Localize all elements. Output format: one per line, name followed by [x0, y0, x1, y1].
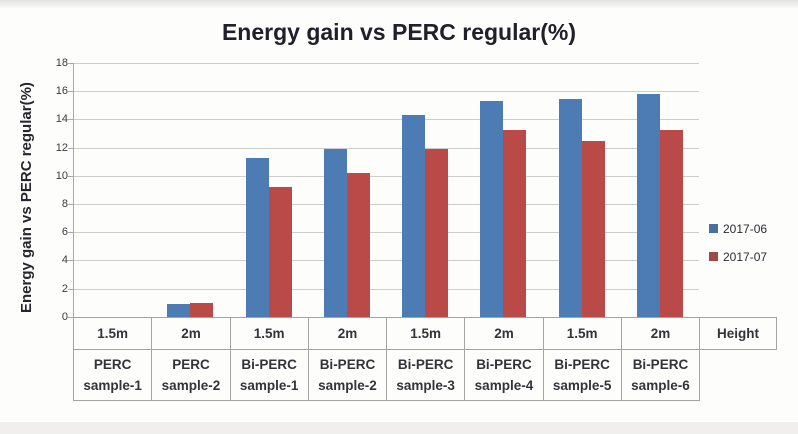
- legend-label-2017-06: 2017-06: [723, 221, 768, 236]
- sample-cell-3-text: sample-1: [239, 377, 299, 393]
- sample-cell-6-text: Bi-PERC: [476, 356, 532, 372]
- y-tick-label-0: 0: [61, 310, 68, 323]
- height-cell-2-text: 2m: [181, 325, 201, 341]
- sample-cell-4-text: Bi-PERC: [319, 356, 376, 372]
- height-cell-7: 1.5m: [542, 317, 622, 350]
- bar-2017-06-group-5: [402, 115, 426, 317]
- height-cell-6-text: 2m: [494, 325, 514, 341]
- bar-2017-07-group-2: [190, 302, 214, 317]
- legend-label-2017-07: 2017-07: [723, 249, 768, 264]
- gridline-y-6: [73, 232, 699, 234]
- y-tick-6: [68, 232, 73, 234]
- height-cell-5-text: 1.5m: [410, 325, 442, 341]
- height-cell-8: 2m: [620, 317, 701, 350]
- gridline-y-12: [73, 147, 699, 149]
- y-tick-label-18: 18: [55, 57, 68, 69]
- sample-cell-1-text: PERC: [93, 356, 132, 372]
- y-tick-8: [68, 204, 73, 205]
- y-tick-label-16: 16: [55, 85, 68, 98]
- photo-bottom-strip: [0, 422, 798, 434]
- y-tick-16: [68, 91, 73, 93]
- y-tick-12: [68, 147, 73, 149]
- sample-cell-2-text: sample-2: [161, 377, 221, 393]
- sample-cell-5-text: Bi-PERC: [397, 356, 454, 372]
- chart-title: Energy gain vs PERC regular(%): [221, 19, 577, 45]
- y-tick-label-8: 8: [61, 198, 68, 210]
- y-tick-2: [68, 288, 73, 290]
- bar-2017-06-group-7: [558, 98, 582, 317]
- bar-2017-07-group-4: [346, 173, 370, 317]
- sample-cell-5: Bi-PERC sample-3: [386, 348, 466, 401]
- y-tick-18: [68, 63, 73, 64]
- height-cell-4: 2m: [307, 317, 388, 350]
- height-cell-8-text: 2m: [650, 325, 671, 341]
- sample-cell-5-text: sample-3: [396, 377, 455, 393]
- y-tick-label-2: 2: [61, 282, 68, 295]
- sample-cell-2: PERC sample-2: [151, 348, 231, 401]
- height-cell-4-text: 2m: [337, 325, 358, 341]
- bar-2017-07-group-3: [268, 187, 292, 317]
- photo-top-strip: [0, 0, 798, 8]
- legend-swatch-2017-06: [709, 224, 718, 233]
- bar-2017-06-group-2: [167, 304, 191, 317]
- gridline-y-2: [73, 288, 699, 290]
- sample-cell-8-text: Bi-PERC: [632, 356, 689, 372]
- sample-cell-8-text: sample-6: [631, 377, 690, 393]
- gridline-y-10: [73, 175, 699, 177]
- sample-cell-7-text: sample-5: [552, 377, 612, 393]
- sample-cell-3: Bi-PERC sample-1: [229, 348, 309, 401]
- sample-cell-8: Bi-PERC sample-6: [620, 348, 701, 401]
- gridline-y-4: [73, 260, 699, 262]
- sample-cell-4-text: sample-2: [318, 377, 377, 393]
- y-tick-10: [68, 175, 73, 177]
- bar-2017-07-group-7: [581, 140, 605, 317]
- bar-2017-07-group-6: [503, 129, 527, 317]
- sample-cell-7-text: Bi-PERC: [554, 356, 610, 372]
- bar-2017-06-group-8: [636, 94, 660, 317]
- sample-cell-2-text: PERC: [172, 356, 210, 372]
- sample-cell-1-text: sample-1: [83, 377, 142, 393]
- gridline-y-14: [73, 119, 699, 121]
- sample-cell-6: Bi-PERC sample-4: [464, 348, 544, 401]
- y-tick-label-14: 14: [55, 113, 68, 126]
- y-tick-4: [68, 260, 73, 262]
- height-cell-3: 1.5m: [229, 317, 309, 350]
- y-tick-label-6: 6: [61, 226, 68, 239]
- y-tick-14: [68, 119, 73, 121]
- sample-cell-7: Bi-PERC sample-5: [542, 348, 622, 401]
- height-cell-7-text: 1.5m: [566, 325, 598, 341]
- y-tick-label-4: 4: [61, 254, 68, 267]
- y-tick-0: [68, 316, 73, 318]
- height-cell-1-text: 1.5m: [97, 325, 129, 341]
- gridline-y-8: [73, 204, 699, 205]
- bar-2017-07-group-8: [659, 129, 683, 317]
- bar-2017-06-group-4: [323, 149, 347, 317]
- gridline-y-16: [73, 91, 699, 93]
- height-cell-6: 2m: [464, 317, 544, 350]
- bar-2017-06-group-3: [245, 157, 269, 317]
- legend-swatch-2017-07: [709, 252, 718, 261]
- gridline-y-18: [73, 63, 699, 64]
- sample-cell-3-text: Bi-PERC: [241, 356, 297, 372]
- height-cell-2: 2m: [151, 317, 231, 350]
- bar-2017-06-group-6: [480, 101, 504, 317]
- y-axis-line: [73, 63, 74, 318]
- height-cell-1: 1.5m: [73, 317, 153, 350]
- y-tick-label-12: 12: [55, 141, 68, 154]
- sample-cell-6-text: sample-4: [474, 377, 534, 393]
- sample-cell-4: Bi-PERC sample-2: [307, 348, 388, 401]
- bar-2017-07-group-5: [425, 149, 449, 317]
- height-cell-3-text: 1.5m: [253, 325, 285, 341]
- legend-entry-2017-07: 2017-07: [709, 247, 767, 266]
- height-corner-cell: Height: [699, 317, 777, 350]
- sample-cell-1: PERC sample-1: [73, 348, 153, 401]
- legend-entry-2017-06: 2017-06: [709, 219, 767, 238]
- legend: 2017-06 2017-07: [709, 219, 767, 275]
- y-tick-label-10: 10: [55, 169, 68, 182]
- height-cell-5: 1.5m: [386, 317, 466, 350]
- plot-area: 0 2 4 6 8 10 12 14 16 18: [56, 58, 699, 322]
- height-corner-cell-text: Height: [717, 325, 759, 341]
